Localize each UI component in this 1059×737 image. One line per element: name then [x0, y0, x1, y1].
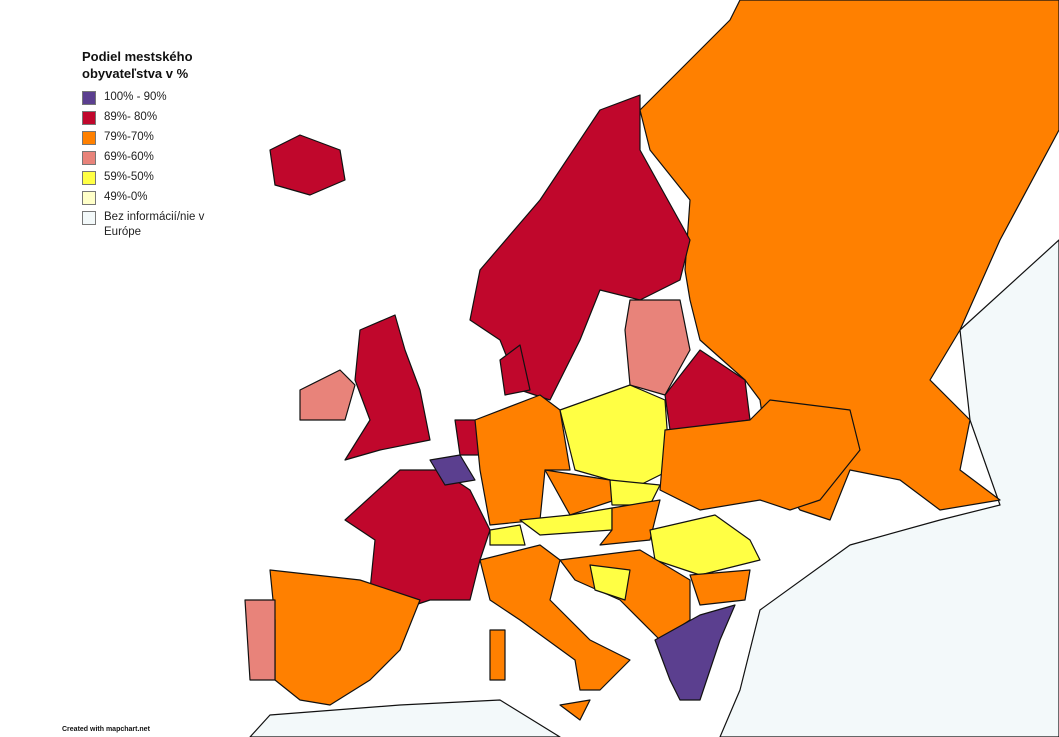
- legend-label: 49%-0%: [104, 191, 148, 203]
- legend-swatch: [82, 151, 96, 165]
- country: [659, 399, 861, 511]
- legend-swatch: [82, 171, 96, 185]
- legend-swatch: [82, 131, 96, 145]
- legend-item: 49%-0%: [82, 190, 242, 205]
- country: [559, 699, 591, 721]
- legend-item: 69%-60%: [82, 150, 242, 165]
- country: [499, 344, 531, 396]
- country: [559, 384, 671, 486]
- legend-title-line: obyvateľstva v %: [82, 66, 189, 81]
- country: [469, 94, 691, 401]
- country: [344, 469, 491, 611]
- legend-label: 100% - 90%: [104, 91, 167, 103]
- country: [479, 544, 631, 691]
- country: [689, 569, 751, 606]
- country: [654, 604, 736, 701]
- legend-swatch: [82, 91, 96, 105]
- country: [244, 599, 276, 681]
- country: [344, 314, 431, 461]
- legend-label: 69%-60%: [104, 151, 154, 163]
- legend-title-line: Podiel mestského: [82, 49, 193, 64]
- non-europe: [719, 239, 1059, 737]
- country: [599, 499, 661, 546]
- country: [429, 454, 476, 486]
- country: [299, 369, 356, 421]
- legend-item: 59%-50%: [82, 170, 242, 185]
- legend-swatch: [82, 191, 96, 205]
- country: [489, 524, 526, 546]
- legend-items: 100% - 90% 89%- 80% 79%-70% 69%-60% 59%-50% 4…: [82, 90, 242, 240]
- legend-label: 89%- 80%: [104, 111, 158, 123]
- legend-label: 79%-70%: [104, 131, 154, 143]
- legend-swatch: [82, 211, 96, 225]
- legend-item: Bez informácií/nie v Európe: [82, 210, 242, 240]
- country: [589, 564, 631, 601]
- legend-item: 89%- 80%: [82, 110, 242, 125]
- country: [474, 394, 571, 526]
- country: [664, 349, 751, 431]
- country: [269, 134, 346, 196]
- legend-swatch: [82, 111, 96, 125]
- legend-label: Bez informácií/nie v Európe: [104, 211, 205, 238]
- footer: Created with mapchart.net: [62, 726, 150, 733]
- north-africa: [249, 699, 561, 737]
- country: [639, 0, 1059, 521]
- legend: Podiel mestského obyvateľstva v % 100% - …: [82, 48, 242, 245]
- legend-item: 100% - 90%: [82, 90, 242, 105]
- legend-title: Podiel mestského obyvateľstva v %: [82, 48, 242, 82]
- legend-label: 59%-50%: [104, 171, 154, 183]
- legend-item: 79%-70%: [82, 130, 242, 145]
- country: [489, 629, 506, 681]
